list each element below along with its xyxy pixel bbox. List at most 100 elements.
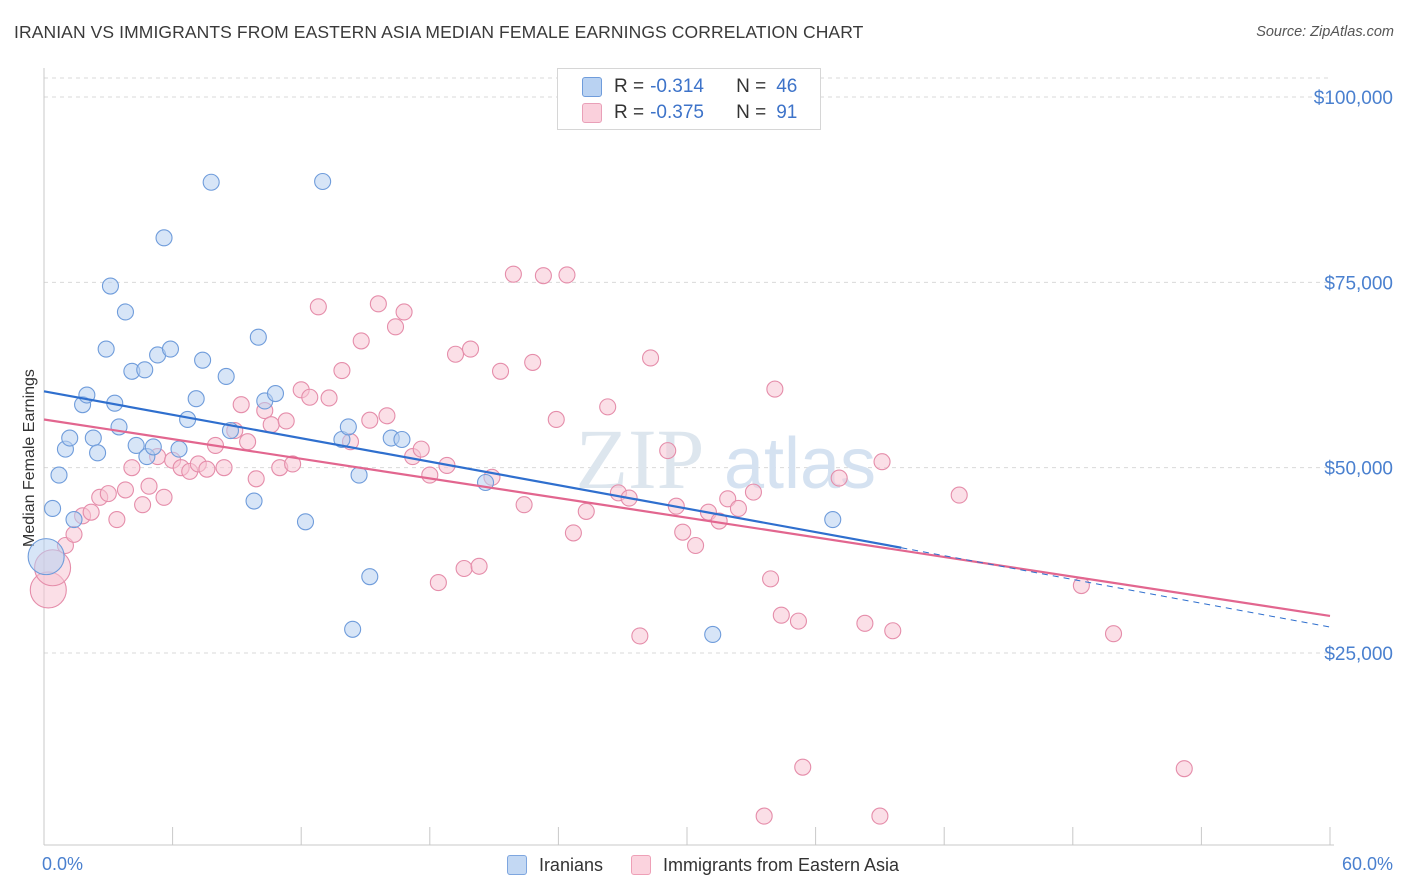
immigrants-point — [884, 622, 902, 640]
immigrants-point — [755, 807, 773, 825]
iranians-point — [361, 568, 379, 586]
iranians-point — [50, 466, 68, 484]
immigrants-point — [247, 470, 265, 488]
immigrants-point — [361, 411, 379, 429]
legend-swatch-iranians — [582, 77, 602, 97]
iranians-point — [194, 351, 212, 369]
immigrants-point — [239, 433, 257, 451]
legend-n-value: 46 — [776, 76, 798, 97]
immigrants-point — [772, 606, 790, 624]
legend-swatch-iranians — [506, 855, 527, 875]
source-note: Source: ZipAtlas.com — [1256, 24, 1394, 40]
iranians-point — [344, 620, 362, 638]
immigrants-point — [558, 266, 576, 284]
legend-row-iranians: R = -0.314 N = 46 — [582, 74, 797, 100]
immigrants-point — [642, 349, 660, 367]
x-tick-label: 0.0% — [42, 854, 83, 874]
iranians-point — [393, 430, 411, 449]
immigrants-point — [123, 459, 141, 477]
immigrants-point — [631, 627, 649, 645]
immigrants-point — [99, 485, 117, 503]
immigrants-point — [491, 362, 510, 380]
legend-n-key: N = — [736, 102, 767, 123]
immigrants-point — [198, 460, 216, 478]
immigrants-point — [547, 410, 565, 429]
y-tick-labels: $25,000 $50,000 $75,000 $100,000 — [1314, 88, 1393, 665]
immigrants-point — [155, 488, 173, 506]
legend-label-immigrants: Immigrants from Eastern Asia — [662, 854, 900, 875]
immigrants-point — [284, 455, 302, 473]
immigrants-point — [1104, 625, 1123, 643]
legend-n-key: N = — [736, 76, 767, 97]
immigrants-point — [309, 298, 327, 316]
immigrants-point — [577, 502, 595, 520]
iranians-point — [101, 277, 119, 295]
legend-swatch-immigrants — [582, 103, 602, 123]
immigrants-point — [789, 612, 808, 630]
immigrants-point — [599, 398, 617, 416]
gridlines — [44, 77, 1330, 654]
x-tick-labels: 0.0% 60.0% — [42, 854, 1393, 874]
iranians-point — [296, 513, 315, 531]
legend-r-key: R = — [614, 102, 645, 123]
immigrants-point — [470, 557, 488, 575]
immigrants-point — [729, 499, 747, 517]
x-tick-label: 60.0% — [1342, 854, 1393, 874]
iranians-point — [704, 625, 722, 644]
immigrants-point — [830, 469, 848, 487]
immigrants-point — [116, 481, 134, 499]
iranians-point — [314, 172, 332, 191]
watermark-zip: ZIP — [576, 411, 705, 507]
y-tick-label: $50,000 — [1324, 459, 1393, 480]
immigrants-point — [262, 416, 280, 434]
iranians-point — [217, 367, 235, 386]
immigrants-point — [232, 396, 250, 414]
legend-r-value: -0.375 — [650, 102, 704, 123]
immigrants-point — [395, 303, 413, 321]
correlation-legend: R = -0.314 N = 46 R = -0.375 N = 91 — [557, 68, 821, 130]
iranians-trend-line — [43, 390, 902, 549]
trend-lines — [43, 390, 1331, 628]
immigrants-point — [455, 559, 473, 578]
immigrants-point — [766, 380, 784, 398]
iranians-point — [202, 173, 220, 191]
iranians-point — [27, 538, 65, 576]
immigrants-point — [301, 388, 319, 406]
iranians-point — [339, 418, 357, 436]
iranians-point — [61, 429, 79, 447]
immigrants-point — [65, 525, 83, 543]
iranians-point — [170, 440, 188, 458]
immigrants-point — [333, 362, 351, 380]
immigrants-point — [856, 614, 874, 632]
iranians-trend-extension — [901, 547, 1331, 628]
legend-label-iranians: Iranians — [538, 854, 603, 875]
immigrants-point — [762, 570, 780, 588]
immigrants-point — [687, 536, 705, 555]
iranians-point — [136, 361, 154, 379]
immigrants-trend-line — [43, 418, 1331, 618]
legend-r-key: R = — [614, 76, 645, 97]
iranians-point — [249, 328, 267, 346]
iranians-point — [65, 511, 83, 529]
legend-row-immigrants: R = -0.375 N = 91 — [582, 100, 797, 126]
immigrants-point — [82, 503, 100, 521]
immigrants-point — [108, 511, 126, 529]
y-tick-label: $100,000 — [1314, 88, 1393, 109]
iranians-point — [824, 511, 842, 529]
chart-title: IRANIAN VS IMMIGRANTS FROM EASTERN ASIA … — [14, 22, 864, 42]
iranians-point — [245, 492, 263, 510]
immigrants-point — [534, 267, 552, 285]
legend-item-iranians[interactable]: Iranians — [506, 854, 603, 876]
immigrants-point — [412, 440, 430, 458]
immigrants-point — [515, 496, 533, 514]
legend-r-value: -0.314 — [650, 76, 704, 97]
iranians-point — [155, 229, 173, 247]
immigrants-point — [873, 453, 891, 471]
immigrants-point — [659, 442, 677, 460]
immigrants-point — [386, 318, 405, 336]
legend-item-immigrants[interactable]: Immigrants from Eastern Asia — [630, 854, 900, 876]
iranians-point — [266, 384, 285, 403]
immigrants-point — [369, 295, 387, 313]
immigrants-point — [421, 466, 439, 484]
y-tick-label: $25,000 — [1324, 644, 1393, 665]
